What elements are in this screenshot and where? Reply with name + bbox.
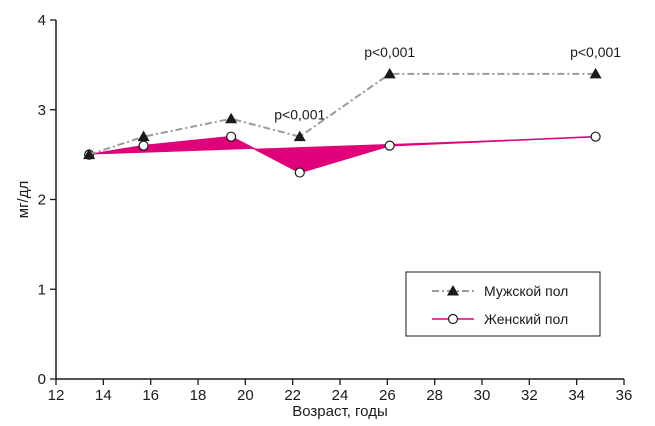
y-tick-label: 1: [38, 281, 46, 298]
y-tick-label: 4: [38, 12, 46, 29]
legend-item: Мужской пол: [432, 283, 568, 299]
legend-marker: [447, 285, 459, 296]
data-point: [83, 148, 96, 160]
x-tick-label: 30: [474, 387, 491, 404]
x-tick-label: 14: [95, 387, 112, 404]
legend: Мужской пол Женский пол: [405, 271, 601, 337]
female-fill-area: [89, 136, 596, 173]
legend-box: [405, 271, 601, 337]
data-point: [293, 130, 306, 142]
data-point: [138, 140, 149, 151]
legend-marker: [447, 313, 459, 325]
y-axis-label: мг/дл: [15, 181, 32, 218]
y-ticks: 0 1 2 3 4: [38, 12, 56, 388]
significance-annotation: p<0,001: [274, 107, 325, 123]
legend-items: Мужской пол Женский пол: [432, 283, 568, 327]
female-deviation-fill: [89, 136, 596, 173]
x-tick-label: 28: [426, 387, 443, 404]
series-line: [88, 72, 596, 156]
legend-label: Женский пол: [484, 311, 568, 327]
x-tick-label: 12: [48, 387, 65, 404]
significance-annotation: p<0,001: [364, 44, 415, 60]
data-point: [589, 67, 602, 79]
y-tick-label: 0: [38, 371, 46, 388]
significance-annotation: p<0,001: [570, 44, 621, 60]
series-female: [84, 131, 601, 178]
x-tick-label: 32: [521, 387, 538, 404]
x-axis-label: Возраст, годы: [292, 403, 387, 420]
x-tick-label: 24: [332, 387, 349, 404]
y-tick-label: 3: [38, 102, 46, 119]
series-male: [83, 67, 602, 160]
x-tick-label: 34: [568, 387, 585, 404]
x-ticks: 12 14 16 18 20 22 24 26 28 30 32 34 36: [48, 379, 633, 404]
data-point: [383, 67, 396, 79]
series-line: [89, 135, 596, 174]
data-point: [226, 131, 237, 142]
data-point: [225, 112, 238, 124]
x-tick-label: 18: [190, 387, 207, 404]
legend-item: Женский пол: [432, 311, 568, 327]
x-tick-label: 22: [284, 387, 301, 404]
x-tick-label: 26: [379, 387, 396, 404]
x-tick-label: 20: [237, 387, 254, 404]
data-point: [294, 167, 305, 178]
data-point: [384, 140, 395, 151]
data-point: [137, 130, 150, 142]
x-tick-label: 16: [142, 387, 159, 404]
annotations: p<0,001 p<0,001 p<0,001: [274, 44, 621, 123]
x-tick-label: 36: [616, 387, 633, 404]
legend-label: Мужской пол: [484, 283, 568, 299]
series: [83, 67, 602, 178]
y-tick-label: 2: [38, 192, 46, 209]
data-point: [590, 131, 601, 142]
